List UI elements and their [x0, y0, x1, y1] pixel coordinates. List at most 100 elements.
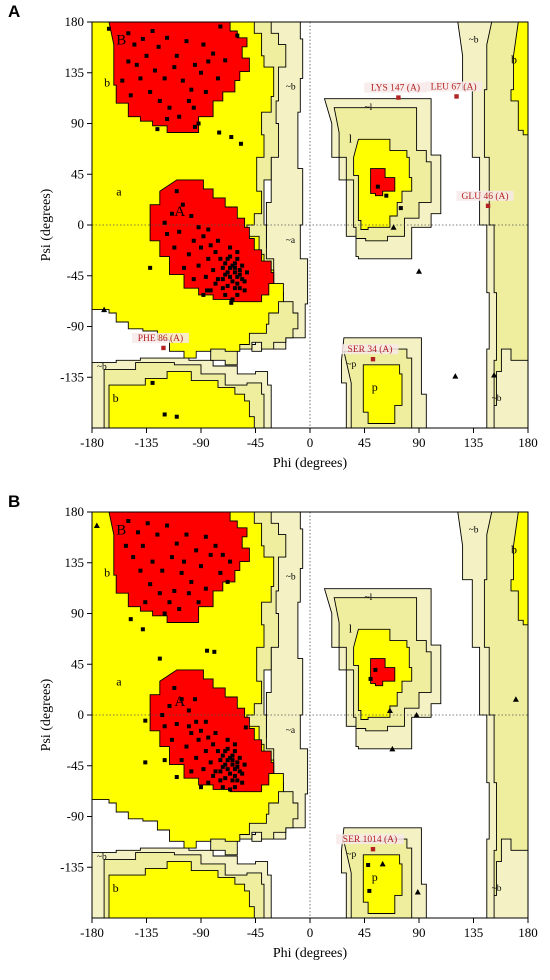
outlier-point — [454, 94, 459, 99]
x-axis-label: Phi (degrees) — [273, 456, 348, 471]
region-label: l — [349, 132, 353, 146]
allowed-region — [108, 861, 255, 918]
residue-point — [131, 555, 136, 560]
residue-points — [101, 24, 498, 419]
core-region — [370, 658, 396, 687]
residue-point — [172, 245, 177, 250]
residue-point — [225, 767, 230, 772]
residue-point — [205, 288, 210, 293]
residue-point — [179, 758, 184, 763]
residue-point — [174, 414, 179, 419]
residue-point — [235, 274, 240, 279]
outlier-point — [485, 203, 491, 209]
residue-point — [230, 753, 235, 758]
region-label: b — [113, 881, 119, 895]
residue-point — [235, 33, 240, 38]
residue-point — [206, 735, 211, 740]
x-tick-label: -180 — [80, 925, 104, 940]
residue-point — [375, 184, 380, 189]
residue-point — [235, 250, 240, 255]
residue-point — [167, 703, 172, 708]
residue-point — [138, 76, 143, 81]
residue-point — [228, 787, 233, 792]
y-tick-label: -135 — [60, 369, 84, 384]
residue-point — [157, 656, 162, 661]
region-label: A — [174, 204, 185, 220]
residue-point — [203, 89, 208, 94]
residue-point — [229, 300, 234, 305]
outlier-label: GLU 46 (A) — [462, 191, 509, 202]
residue-point — [201, 234, 206, 239]
residue-point — [196, 737, 201, 742]
outlier-label-bg — [456, 190, 514, 201]
residue-point — [220, 552, 225, 557]
residue-point — [167, 600, 172, 605]
outlier-label-bg — [131, 332, 189, 343]
residue-point — [242, 288, 247, 293]
residue-point — [148, 89, 153, 94]
glycine-triangle — [389, 745, 396, 752]
residue-point — [237, 272, 242, 277]
residue-point — [230, 758, 235, 763]
residue-point — [367, 888, 372, 893]
residue-point — [174, 53, 179, 58]
residue-point — [211, 51, 216, 56]
outlier-point — [396, 95, 401, 100]
residue-point — [237, 755, 242, 760]
residue-point — [218, 24, 223, 29]
residue-point — [223, 261, 228, 266]
residue-point — [199, 785, 203, 790]
residue-point — [211, 268, 216, 273]
residue-point — [189, 731, 194, 736]
region-label: ~b — [469, 35, 479, 45]
outlier-label-bg — [425, 81, 483, 92]
residue-point — [167, 105, 172, 110]
residue-point — [208, 288, 213, 293]
residue-point — [225, 737, 230, 742]
x-tick-label: -45 — [247, 435, 264, 450]
region-label: ~b — [492, 394, 502, 404]
y-tick-label: 90 — [71, 116, 84, 131]
region-label: ~a — [286, 726, 296, 736]
residue-point — [232, 261, 237, 266]
residue-point — [203, 586, 208, 591]
y-axis-label: Psi (degrees) — [39, 188, 54, 261]
y-tick-label: -90 — [67, 809, 84, 824]
residue-point — [177, 114, 182, 119]
y-tick-label: -45 — [67, 268, 84, 283]
residue-point — [212, 649, 217, 654]
residue-point — [148, 265, 153, 270]
residue-point — [220, 764, 225, 769]
residue-point — [184, 39, 189, 44]
residue-point — [232, 270, 237, 275]
allowed-region — [362, 854, 403, 914]
residue-point — [194, 548, 199, 553]
allowed-region — [108, 371, 255, 428]
residue-point — [218, 769, 223, 774]
residue-point — [196, 600, 201, 605]
residue-point — [172, 685, 177, 690]
residue-point — [373, 667, 378, 672]
residue-point — [199, 245, 203, 250]
region-label: B — [116, 523, 126, 539]
y-tick-label: 135 — [65, 65, 85, 80]
residue-point — [232, 286, 237, 291]
y-tick-label: 180 — [65, 14, 85, 29]
region-label: ~b — [97, 362, 107, 372]
residue-point — [138, 568, 143, 573]
residue-point — [232, 773, 237, 778]
y-tick-label: -90 — [67, 319, 84, 334]
residue-point — [160, 713, 165, 717]
residue-point — [162, 724, 167, 729]
outlier-point — [370, 847, 376, 852]
region-label: ~p — [346, 360, 356, 370]
region-label: a — [116, 675, 122, 689]
residue-point — [217, 130, 222, 135]
residue-point — [140, 36, 145, 41]
allowed-region — [362, 364, 403, 424]
residue-point — [228, 771, 233, 776]
y-tick-label: 135 — [65, 555, 85, 570]
residue-point — [182, 265, 187, 270]
outlier-label-bg — [336, 834, 404, 845]
x-tick-label: -90 — [192, 925, 209, 940]
